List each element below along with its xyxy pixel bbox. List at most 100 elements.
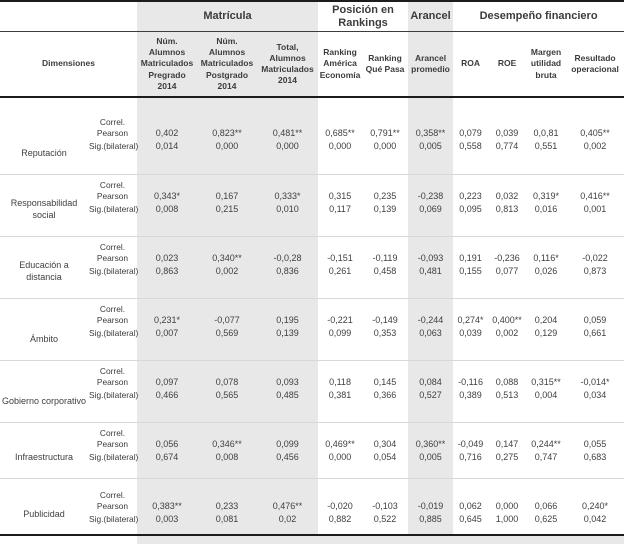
pearson-value-cell: 0,304 — [373, 439, 397, 449]
sig-value-cell: 0,836 — [257, 266, 319, 298]
pearson-value-cell: 0,315 — [328, 191, 352, 201]
dimension-block: Reputación Correl. Pearson 0,402 0,823** 0,4… — [0, 97, 624, 174]
sig-value-cell: 0,042 — [583, 514, 607, 524]
sig-value-cell: 0,381 — [328, 390, 352, 400]
sig-value-cell: 0,014 — [137, 141, 197, 174]
pearson-value-cell: 0,116* — [533, 253, 559, 263]
sig-value-cell: 0,873 — [583, 266, 607, 276]
dimension-label: Responsabilidad social — [10, 198, 78, 221]
dimension-label: Gobierno corporativo — [1, 396, 87, 407]
group-header-row: Matrícula Posición en Rankings Arancel D… — [0, 1, 624, 32]
pearson-value-cell: -0,093 — [408, 236, 454, 266]
stat-label-pearson: Correl. Pearson — [96, 304, 129, 325]
sig-value-cell: 0,069 — [408, 204, 454, 236]
sig-value-cell: 0,000 — [328, 452, 352, 462]
sig-value-cell: 0,008 — [137, 204, 197, 236]
sig-value-cell: 0,004 — [534, 390, 558, 400]
pearson-value-cell: 0,274* — [457, 315, 484, 325]
sig-value-cell: 0,885 — [408, 514, 454, 535]
sig-value-cell: 0,674 — [137, 452, 197, 478]
dimension-label: Reputación — [21, 148, 67, 159]
column-header-ranking-quepasa: Ranking Qué Pasa — [362, 31, 409, 98]
pearson-value-cell: 0,223 — [459, 191, 482, 201]
pearson-value-cell: -0,244 — [408, 298, 454, 328]
pearson-value-cell: -0,022 — [582, 253, 608, 263]
stat-label-pearson: Correl. Pearson — [96, 242, 129, 263]
corner-cell — [0, 1, 137, 32]
sig-value-cell: 0,003 — [137, 514, 197, 535]
sig-value-cell: 0,565 — [197, 390, 257, 422]
stat-label-pearson: Correl. Pearson — [96, 490, 129, 511]
pearson-value-cell: 0,685** — [325, 128, 355, 138]
column-header-ranking-america: Ranking América Economía — [318, 31, 363, 98]
pearson-value-cell: 0,343* — [137, 174, 197, 204]
sig-value-cell: 0,002 — [495, 328, 519, 338]
sig-value-cell: 0,000 — [197, 141, 257, 174]
sig-value-cell: 0,456 — [257, 452, 319, 478]
pearson-value-cell: 0,476** — [257, 478, 319, 514]
pearson-value-cell: 0,319* — [533, 191, 560, 201]
sig-value-cell: 0,117 — [329, 204, 351, 214]
sig-value-cell: 0,007 — [137, 328, 197, 360]
sig-row: Sig.(bilateral) 0,863 0,002 0,836 0,261 0,458… — [0, 266, 624, 298]
pearson-row: Responsabilidad social Correl. Pearson 0,3… — [0, 174, 624, 220]
sig-value-cell: 0,010 — [257, 204, 319, 236]
sig-value-cell: 0,522 — [373, 514, 397, 524]
pearson-value-cell: 0,066 — [534, 501, 558, 511]
pearson-value-cell: 0,084 — [408, 360, 454, 390]
sig-value-cell: 0,683 — [583, 452, 607, 462]
sig-value-cell: 0,139 — [373, 204, 397, 214]
sig-value-cell: 0,002 — [197, 266, 257, 298]
sig-value-cell: 0,389 — [459, 390, 482, 400]
sig-value-cell: 0,005 — [408, 141, 454, 174]
table-header: Matrícula Posición en Rankings Arancel D… — [0, 1, 624, 98]
group-header-rankings: Posición en Rankings — [318, 1, 409, 32]
pearson-value-cell: 0,000 — [495, 501, 519, 511]
sig-value-cell: 0,275 — [495, 452, 519, 462]
pearson-value-cell: 0,147 — [495, 439, 519, 449]
sig-value-cell: 0,485 — [257, 390, 319, 422]
pearson-value-cell: 0,079 — [459, 128, 482, 138]
column-header-roe: ROE — [488, 31, 527, 98]
bottom-shading-strip — [137, 536, 624, 544]
sig-value-cell: 0,261 — [328, 266, 352, 276]
pearson-value-cell: 0,099 — [257, 422, 319, 452]
pearson-value-cell: 0,402 — [137, 97, 197, 141]
stat-label-sig: Sig.(bilateral) — [89, 266, 139, 276]
sig-value-cell: 0,569 — [197, 328, 257, 360]
stat-label-sig: Sig.(bilateral) — [89, 452, 139, 462]
pearson-value-cell: 0,039 — [495, 128, 519, 138]
pearson-value-cell: 0,059 — [583, 315, 607, 325]
sig-value-cell: 0,054 — [373, 452, 397, 462]
pearson-value-cell: -0,103 — [372, 501, 398, 511]
sig-row: Sig.(bilateral) 0,008 0,215 0,010 0,117 0,139… — [0, 204, 624, 236]
sig-value-cell: 0,155 — [459, 266, 482, 276]
dimension-label: Educación a distancia — [19, 260, 69, 283]
dimension-label: Ámbito — [29, 334, 58, 345]
dimension-label: Infraestructura — [14, 452, 74, 463]
pearson-value-cell: -0,149 — [372, 315, 398, 325]
pearson-value-cell: 0,145 — [373, 377, 397, 387]
sig-value-cell: 0,215 — [197, 204, 257, 236]
column-header-pregrado: Núm. Alumnos Matriculados Pregrado 2014 — [137, 31, 197, 98]
dimension-block: Educación a distancia Correl. Pearson 0,02… — [0, 236, 624, 298]
pearson-value-cell: 0,032 — [495, 191, 519, 201]
sig-value-cell: 0,005 — [408, 452, 454, 478]
pearson-value-cell: -0,221 — [327, 315, 353, 325]
pearson-value-cell: 0,791** — [370, 128, 400, 138]
pearson-value-cell: -0,020 — [327, 501, 353, 511]
pearson-value-cell: 0,088 — [495, 377, 519, 387]
sig-value-cell: 0,016 — [534, 204, 558, 214]
sig-value-cell: 0,551 — [534, 141, 558, 151]
pearson-value-cell: -0,238 — [408, 174, 454, 204]
pearson-value-cell: 0,244** — [531, 439, 561, 449]
sig-value-cell: 0,034 — [583, 390, 607, 400]
sig-value-cell: 0,458 — [373, 266, 397, 276]
pearson-value-cell: -0,014* — [580, 377, 610, 387]
sig-row: Sig.(bilateral) 0,674 0,008 0,456 0,000 0,054… — [0, 452, 624, 478]
pearson-row: Infraestructura Correl. Pearson 0,056 0,346… — [0, 422, 624, 462]
pearson-value-cell: 0,191 — [459, 253, 482, 263]
stat-label-pearson: Correl. Pearson — [96, 428, 129, 449]
